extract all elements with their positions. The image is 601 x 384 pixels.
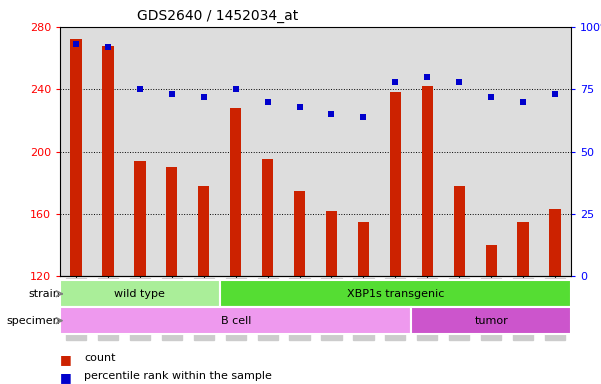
Bar bbox=[390, 93, 401, 276]
Bar bbox=[102, 46, 114, 276]
Bar bbox=[230, 108, 241, 276]
Text: percentile rank within the sample: percentile rank within the sample bbox=[84, 371, 272, 381]
Text: GDS2640 / 1452034_at: GDS2640 / 1452034_at bbox=[136, 9, 298, 23]
Bar bbox=[517, 222, 529, 276]
Bar bbox=[198, 186, 209, 276]
Text: tumor: tumor bbox=[474, 316, 508, 326]
Bar bbox=[486, 245, 496, 276]
Text: ■: ■ bbox=[60, 371, 72, 384]
Bar bbox=[358, 222, 369, 276]
Text: XBP1s transgenic: XBP1s transgenic bbox=[347, 289, 444, 299]
Bar bbox=[262, 159, 273, 276]
Bar bbox=[135, 161, 145, 276]
Bar bbox=[166, 167, 177, 276]
Bar bbox=[454, 186, 465, 276]
Bar bbox=[60, 307, 411, 334]
Text: strain: strain bbox=[28, 289, 60, 299]
Bar bbox=[422, 86, 433, 276]
Bar bbox=[411, 307, 571, 334]
Bar bbox=[70, 39, 82, 276]
Bar bbox=[220, 280, 571, 307]
Bar bbox=[60, 280, 220, 307]
Text: wild type: wild type bbox=[114, 289, 165, 299]
Text: specimen: specimen bbox=[7, 316, 60, 326]
Text: count: count bbox=[84, 353, 115, 363]
Bar bbox=[294, 191, 305, 276]
Text: ■: ■ bbox=[60, 353, 72, 366]
Bar bbox=[549, 209, 561, 276]
Bar bbox=[326, 211, 337, 276]
Text: B cell: B cell bbox=[221, 316, 251, 326]
